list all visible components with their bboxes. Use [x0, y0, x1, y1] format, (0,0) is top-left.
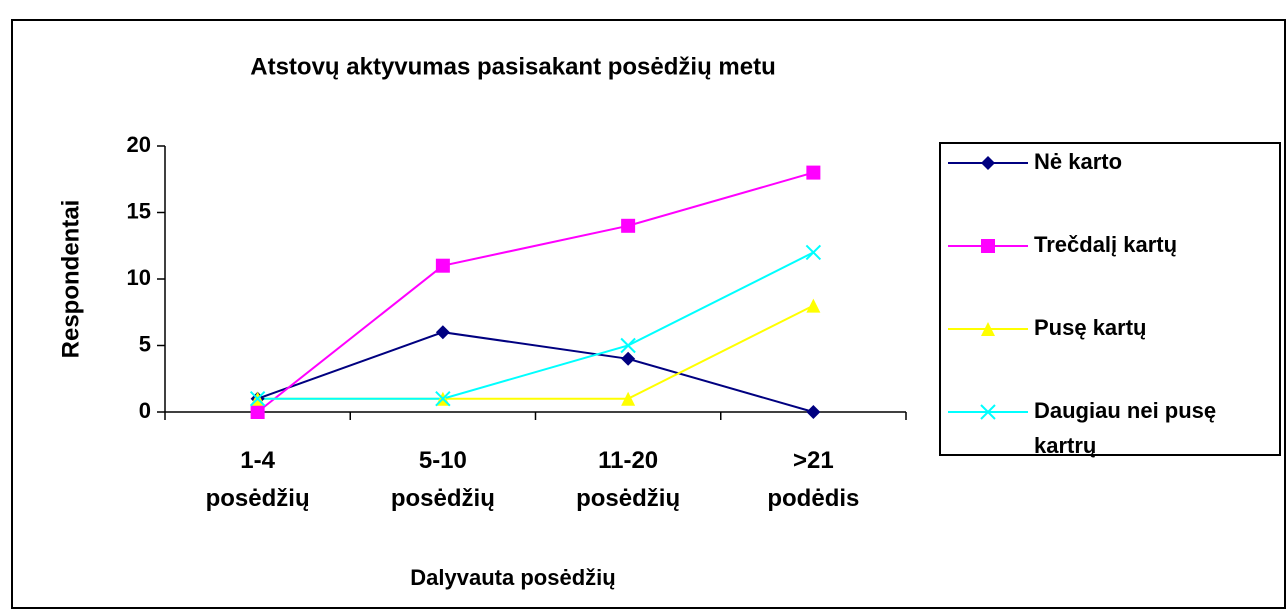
- point-marker: [621, 351, 636, 366]
- point-marker: [435, 325, 450, 340]
- x-tick-label: 1-4 posėdžių: [206, 447, 310, 512]
- legend-box: [939, 142, 1281, 456]
- series-line: [257, 171, 814, 413]
- x-axis-label: Dalyvauta posėdžių: [410, 565, 615, 590]
- legend-marker: [981, 239, 995, 253]
- point-marker: [621, 391, 636, 406]
- y-tick-label: 20: [127, 132, 151, 157]
- series-line: [257, 331, 814, 413]
- point-marker: [805, 244, 822, 261]
- legend-marker: [981, 156, 995, 170]
- y-axis-label: Respondentai: [57, 200, 84, 359]
- y-tick-label: 15: [127, 198, 151, 223]
- legend-marker: [981, 322, 995, 336]
- point-marker: [435, 258, 450, 273]
- x-tick-label: >21 podėdis: [767, 447, 859, 512]
- y-tick-label: 10: [127, 265, 151, 290]
- legend-label: Trečdalį kartų: [1034, 232, 1177, 257]
- point-marker: [620, 337, 636, 354]
- point-marker: [806, 405, 821, 419]
- point-marker: [806, 165, 821, 180]
- point-marker: [250, 405, 265, 419]
- series-line: [257, 251, 814, 400]
- legend-label: Pusę kartų: [1034, 315, 1147, 340]
- legend-label: Daugiau nei pusę kartrų: [1034, 398, 1216, 458]
- y-tick-label: 0: [139, 398, 151, 423]
- point-marker: [621, 218, 636, 233]
- legend-marker: [980, 404, 996, 420]
- x-tick-label: 11-20 posėdžių: [576, 447, 680, 512]
- x-tick-label: 5-10 posėdžių: [391, 447, 495, 512]
- chart-title: Atstovų aktyvumas pasisakant posėdžių me…: [250, 53, 776, 80]
- point-marker: [806, 298, 821, 313]
- y-tick-label: 5: [139, 331, 151, 356]
- point-marker: [435, 390, 451, 407]
- legend-label: Nė karto: [1034, 149, 1122, 174]
- point-marker: [249, 390, 266, 407]
